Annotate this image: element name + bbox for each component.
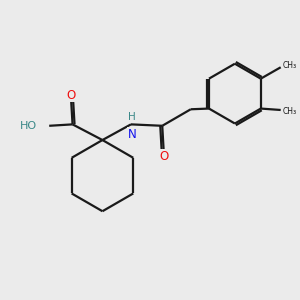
Text: HO: HO bbox=[20, 121, 37, 131]
Text: H: H bbox=[128, 112, 136, 122]
Text: CH₃: CH₃ bbox=[283, 61, 297, 70]
Text: N: N bbox=[128, 128, 137, 141]
Text: O: O bbox=[159, 150, 168, 163]
Text: CH₃: CH₃ bbox=[283, 107, 297, 116]
Text: O: O bbox=[67, 88, 76, 101]
